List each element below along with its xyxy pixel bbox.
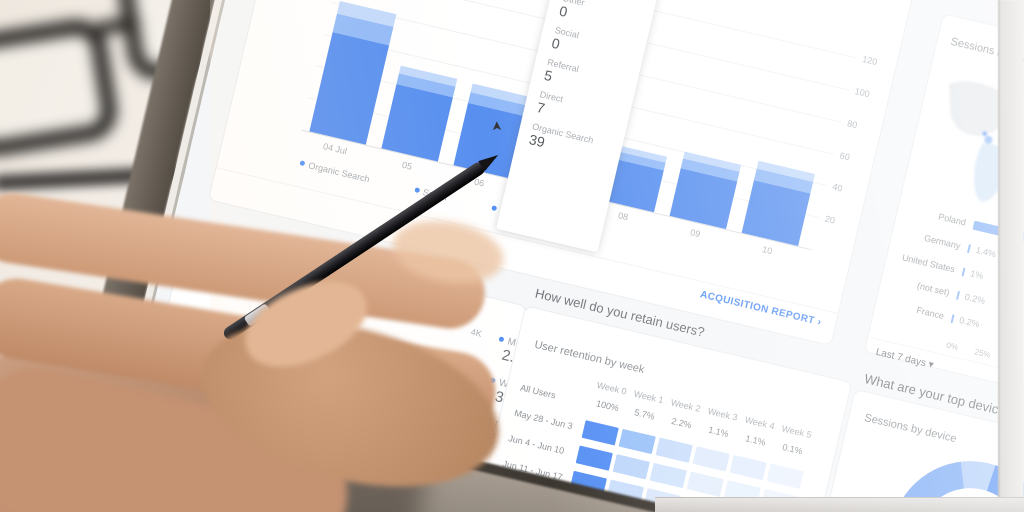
- legend-dot-icon: [299, 160, 306, 167]
- laptop-base-strip: [655, 497, 1024, 512]
- mouse-cursor-icon: ➤: [488, 120, 505, 132]
- monitor-right-bezel: [998, 0, 1024, 512]
- legend-dot-icon: [413, 187, 420, 194]
- legend-dot-icon: [491, 205, 498, 212]
- stat-dot-icon: [498, 336, 505, 343]
